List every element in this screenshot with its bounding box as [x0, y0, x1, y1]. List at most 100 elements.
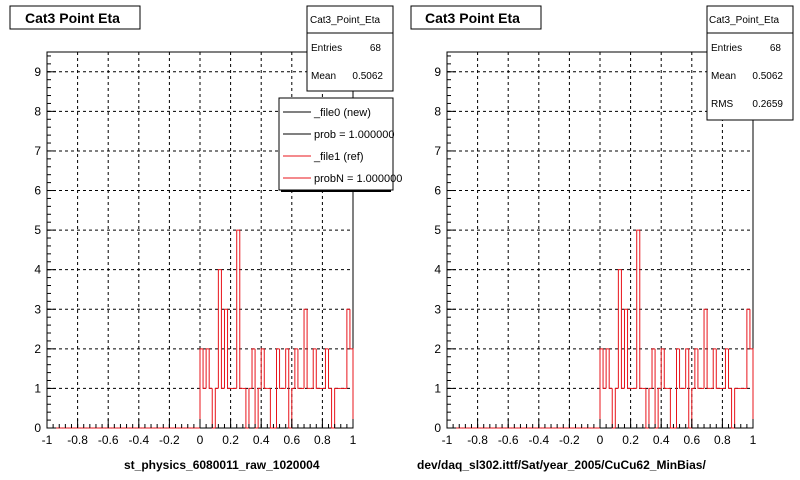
histogram-bin	[251, 348, 256, 389]
x-tick-label: -1	[442, 433, 453, 447]
histogram-bin	[685, 348, 689, 389]
left-panel: Cat3 Point Eta -1 -0.8 -0.6 -0.4 -0.2 0 0.2 0.4…	[9, 5, 402, 472]
left-xlabel: st_physics_6080011_raw_1020004	[124, 458, 320, 472]
right-title-box	[410, 5, 542, 30]
x-tick-label: 0.8	[314, 433, 331, 447]
histogram-bin	[731, 388, 735, 429]
histogram-bin	[288, 348, 292, 429]
legend-entries: _file0 (new) prob = 1.000000 _file1 (ref) p…	[283, 107, 402, 185]
histogram-bin	[734, 387, 738, 428]
y-tick-label: 7	[34, 144, 41, 158]
histogram-bin	[324, 348, 329, 389]
histogram-bin	[639, 230, 643, 389]
histogram-bin	[276, 348, 280, 428]
histogram-bin	[602, 348, 607, 389]
histogram-bin	[315, 348, 320, 389]
right-xlabel: dev/daq_sl302.ittf/Sat/year_2005/CuCu62_…	[417, 458, 706, 472]
histogram-bin	[623, 308, 628, 389]
left-title: Cat3 Point Eta	[25, 10, 120, 26]
y-tick-label: 1	[34, 381, 41, 395]
y-tick-label: 9	[434, 65, 441, 79]
x-tick-label: 0.6	[283, 433, 300, 447]
right-stats-rms-label: RMS	[711, 99, 734, 110]
right-stats-entries: 68	[770, 43, 782, 54]
y-tick-label: 5	[34, 223, 41, 237]
right-stats-rms: 0.2659	[752, 99, 783, 110]
histogram-bin	[260, 348, 265, 389]
right-stats-mean-label: Mean	[711, 71, 736, 82]
histogram-bin	[728, 348, 732, 389]
y-tick-label: 3	[434, 302, 441, 316]
x-tick-label: 0.4	[253, 433, 270, 447]
histogram-bin	[648, 387, 653, 428]
legend: _file0 (new) prob = 1.000000 _file1 (ref) p…	[278, 97, 402, 192]
histogram-bin	[605, 348, 610, 389]
right-stats-title: Cat3_Point_Eta	[709, 15, 779, 26]
histogram-bin	[263, 348, 268, 389]
histogram-bin	[236, 229, 240, 389]
histogram-bin	[697, 348, 701, 389]
y-tick-label: 2	[434, 342, 441, 356]
histogram-bin	[227, 309, 231, 389]
histogram-bin	[599, 348, 604, 428]
legend-label: _file1 (ref)	[313, 151, 364, 163]
histogram-bin	[669, 388, 674, 429]
x-tick-label: -0.4	[128, 433, 149, 447]
y-tick-label: 6	[34, 184, 41, 198]
x-tick-label: -0.6	[498, 433, 519, 447]
y-tick-label: 8	[34, 104, 41, 118]
histogram-bin	[746, 308, 750, 389]
histogram-bin	[279, 348, 283, 389]
histogram-bin	[248, 387, 253, 428]
right-histogram	[447, 229, 754, 429]
x-tick-label: -0.2	[559, 433, 580, 447]
x-tick-label: 0.4	[653, 433, 670, 447]
y-tick-label: 4	[434, 263, 441, 277]
histogram-bin	[285, 348, 289, 389]
y-tick-label: 9	[34, 65, 41, 79]
histogram-bin	[724, 348, 729, 389]
histogram-bin	[715, 348, 720, 389]
histogram-bin	[608, 348, 613, 389]
histogram-bin	[676, 348, 680, 428]
left-grid	[47, 52, 353, 428]
right-stats-entries-label: Entries	[711, 43, 742, 54]
legend-label: prob = 1.000000	[314, 129, 394, 141]
histogram-bin	[749, 309, 754, 428]
y-tick-label: 7	[434, 144, 441, 158]
x-tick-label: -0.2	[159, 433, 180, 447]
x-tick-label: -0.6	[98, 433, 119, 447]
histogram-bin	[306, 309, 311, 389]
x-tick-label: -0.8	[467, 433, 488, 447]
histogram-bin	[657, 387, 662, 428]
y-tick-label: 6	[434, 184, 441, 198]
histogram-bin	[691, 387, 695, 428]
left-title-box	[9, 5, 141, 30]
left-stats-mean: 0.5062	[352, 71, 383, 82]
histogram-bin	[694, 348, 698, 389]
right-grid	[447, 52, 753, 428]
right-stats-mean: 0.5062	[752, 71, 783, 82]
legend-label: probN = 1.000000	[314, 173, 402, 185]
x-tick-label: 1	[750, 433, 757, 447]
histogram-bin	[679, 348, 683, 389]
histogram-bin	[217, 269, 222, 389]
y-tick-label: 2	[34, 342, 41, 356]
right-axis-ticks: -1 -0.8 -0.6 -0.4 -0.2 0 0.2 0.4 0.6 0.8 1 0 1 2 3 4 5 6 7…	[434, 55, 757, 447]
right-panel: Cat3 Point Eta -1 -0.8 -0.6 -0.4 -0.2 0 0.2 0.4…	[410, 5, 794, 472]
histogram-bin	[660, 348, 665, 389]
histogram-bin	[312, 348, 317, 389]
histogram-bin	[703, 308, 708, 389]
histogram-bin	[627, 309, 631, 389]
histogram-bin	[688, 348, 692, 429]
histogram-bin	[257, 387, 262, 428]
histogram-bin	[220, 269, 225, 389]
y-tick-label: 3	[34, 302, 41, 316]
histogram-bin	[205, 348, 210, 389]
x-tick-label: 0.8	[714, 433, 731, 447]
y-tick-label: 5	[434, 223, 441, 237]
x-tick-label: 0.2	[222, 433, 239, 447]
histogram-bin	[303, 308, 308, 389]
histogram-bin	[202, 348, 207, 389]
